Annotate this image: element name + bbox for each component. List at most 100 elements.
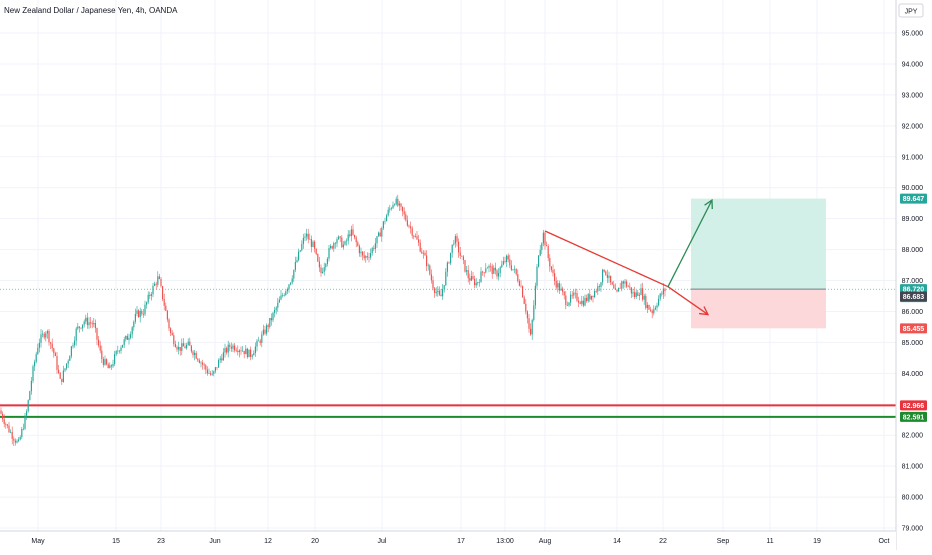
candle [93,317,95,328]
candle [653,305,655,316]
candle [250,346,252,361]
price-tick-label: 88.000 [902,247,924,254]
candle [390,206,392,211]
time-tick-label: May [31,538,45,545]
candle [154,281,156,287]
time-tick-label: 13:00 [496,538,514,545]
candle [394,203,396,207]
candle [133,320,135,331]
candle [302,233,304,249]
candle [488,264,490,273]
candle [658,295,660,307]
candle [565,291,567,310]
candle [152,282,154,298]
red-down-arrow[interactable] [667,286,710,316]
candle [363,250,365,261]
symbol-title: New Zealand Dollar / Japanese Yen, 4h, O… [4,6,178,15]
candle [504,256,506,264]
candle [421,247,423,255]
candle [538,254,540,268]
candle [494,262,496,275]
candle [34,359,36,371]
candle [406,215,408,227]
horizontal-levels[interactable] [0,404,896,418]
candle [400,202,402,211]
candle [534,282,536,310]
candle [101,345,103,363]
candle [237,345,239,356]
candles [0,194,666,446]
candle [96,327,98,346]
candle [2,411,4,423]
candle [566,301,568,307]
candle [30,377,32,395]
candle [117,345,119,355]
candle [157,271,159,288]
candle [178,341,180,355]
candle [208,368,210,374]
candle [298,248,300,262]
candle [350,225,352,242]
candle [197,357,199,363]
candle [462,255,464,265]
candle [280,289,282,301]
candle [544,231,546,250]
time-axis[interactable]: May 15 23 Jun 12 20 Jul 17 13:00 Aug 14 22 Sep 11 19 Oc… [0,530,896,550]
candle [230,342,232,352]
candle [478,278,480,287]
candle [398,200,400,212]
take-profit-zone[interactable] [691,198,826,290]
candle [571,291,573,299]
candle [326,256,328,267]
price-tick-label: 81.000 [902,464,924,471]
candle [659,292,661,301]
green-up-arrow[interactable] [667,198,713,288]
candle [112,359,114,369]
svg-text:85.455: 85.455 [903,326,925,333]
stop-loss-zone[interactable] [691,289,826,329]
candle [128,333,130,345]
candle [160,276,162,288]
candle [102,356,104,368]
candle [586,294,588,303]
candle [315,248,317,256]
time-tick-label: 12 [264,538,272,545]
candle [90,316,92,329]
candle [248,349,250,358]
time-tick-label: 23 [157,538,165,545]
candle [38,338,40,353]
candle [477,281,479,286]
candle [131,325,133,339]
candle [48,329,50,346]
candle [539,244,541,257]
candle [376,235,378,248]
drawings[interactable] [544,198,713,316]
candle [80,327,82,330]
candle [162,285,164,302]
candle [267,323,269,333]
take-profit-badge: 89.647 [900,193,927,204]
candle [18,437,20,443]
candle [3,414,5,428]
price-axis[interactable]: 95.000 94.000 93.000 92.000 91.000 90.000 89.0… [895,0,932,550]
candle [349,230,351,238]
red-trendline[interactable] [544,230,669,288]
candle [515,268,517,276]
candle [91,320,93,329]
candle [53,347,55,358]
candle [483,272,485,278]
time-tick-label: Sep [717,538,730,545]
candle [650,306,652,313]
candle [58,364,60,375]
candle [323,262,325,276]
candle [317,253,319,263]
candle [358,244,360,257]
currency-button[interactable]: JPY [898,3,924,18]
candle [502,256,504,266]
candle [427,263,429,271]
time-tick-label: 17 [457,538,465,545]
candle [21,427,23,440]
candle [501,260,503,268]
